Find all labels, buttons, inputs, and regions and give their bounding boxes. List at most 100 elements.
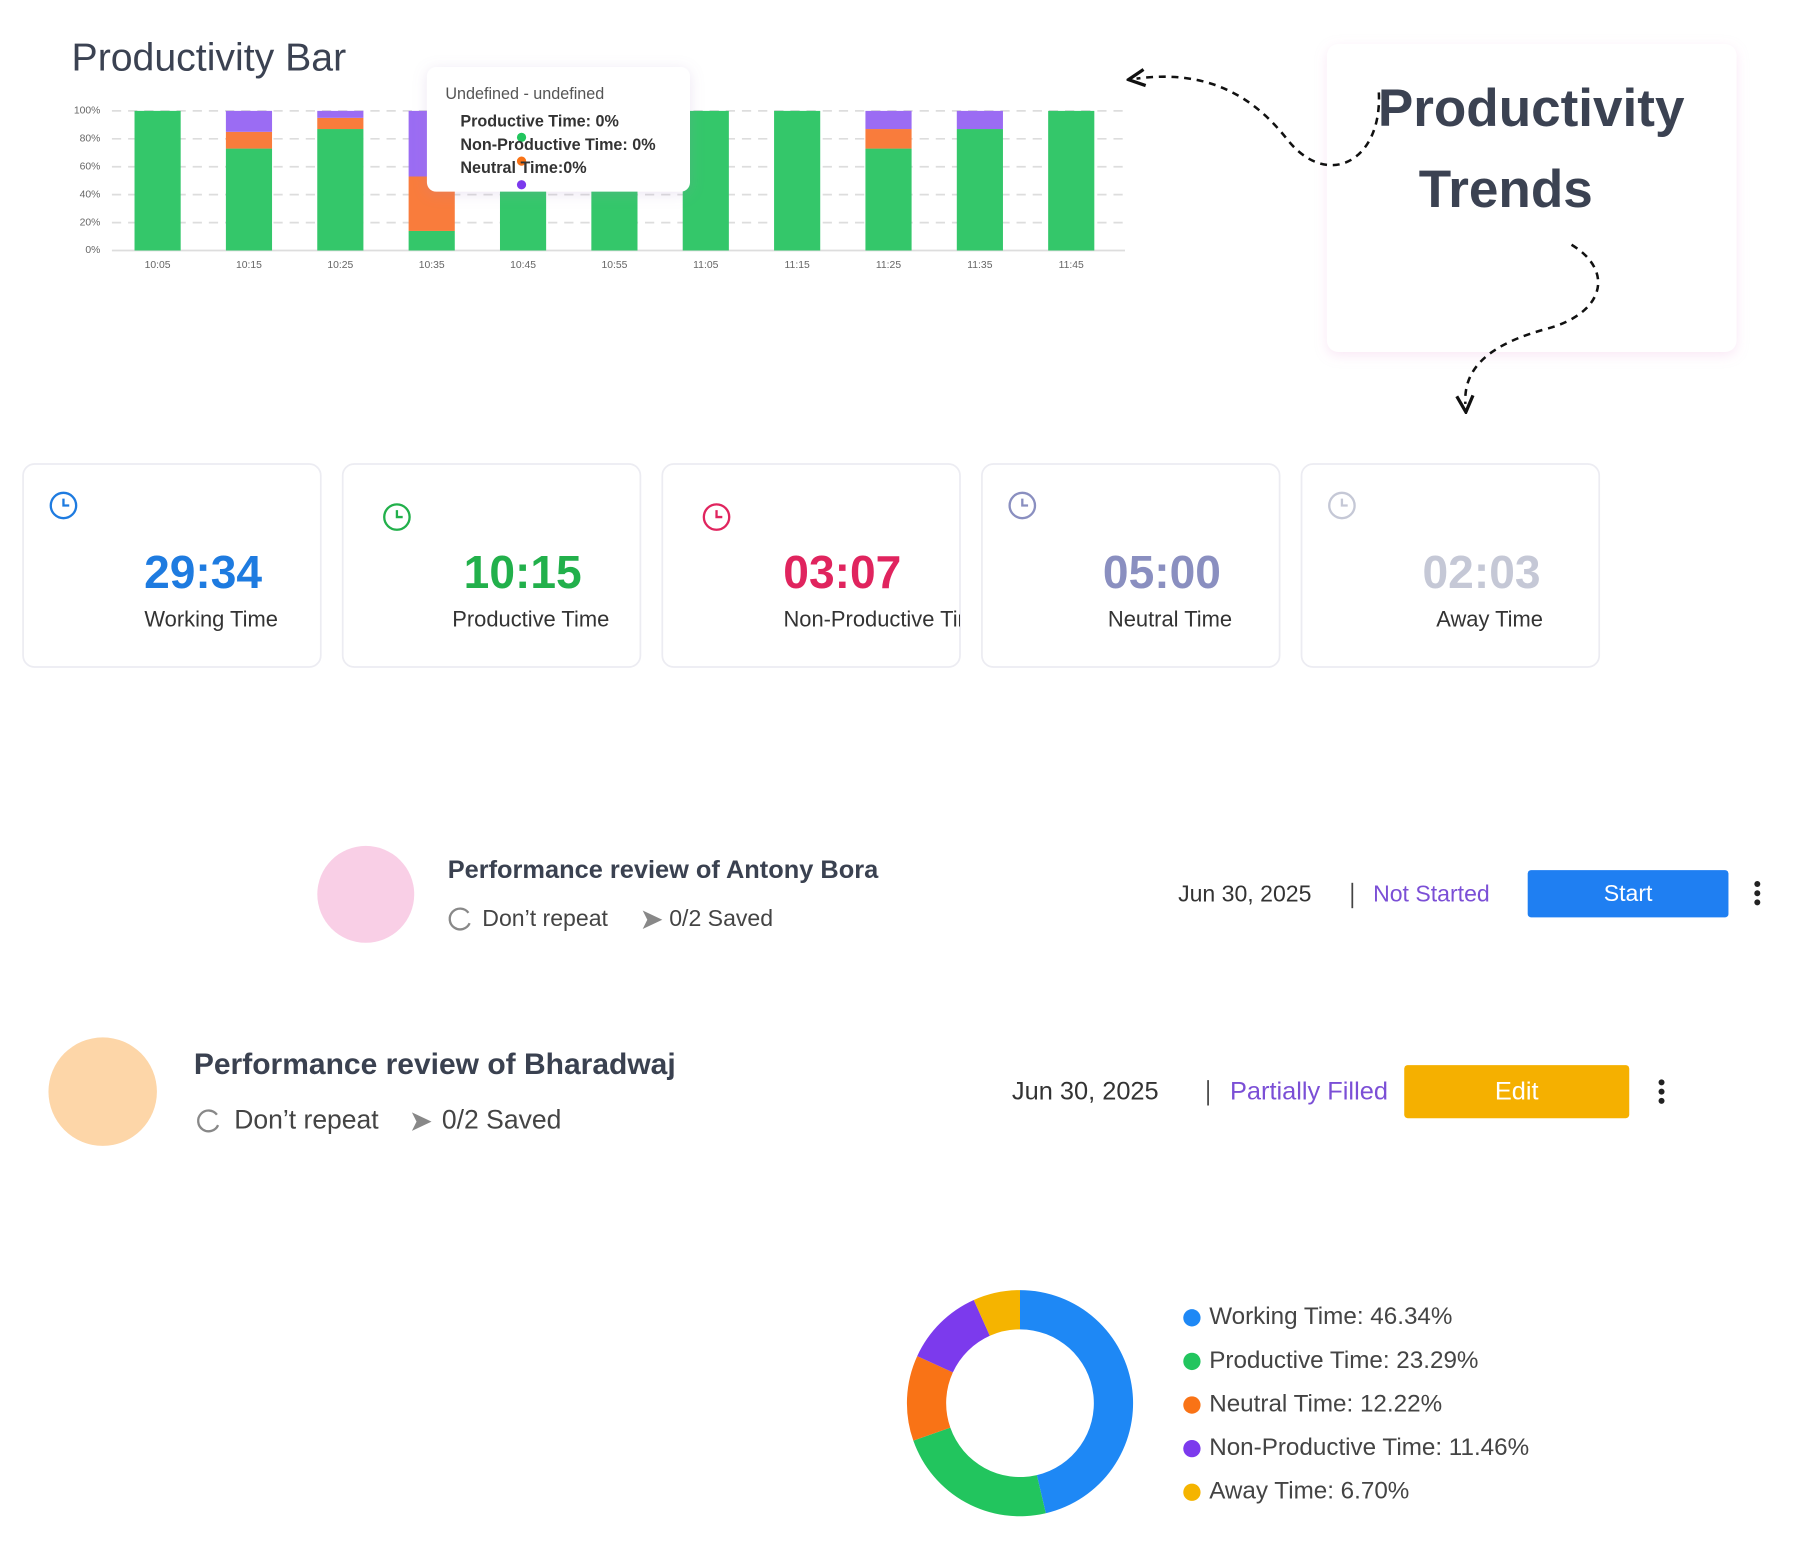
avatar [317, 845, 415, 943]
stat-icon [62, 498, 70, 507]
menu-dot [1754, 880, 1761, 887]
repeat-icon [197, 1109, 220, 1133]
menu-dot [1658, 1097, 1665, 1104]
legend-label: Working Time: 46.34% [1209, 1303, 1452, 1330]
tooltip-line: Productive Time: 0% [460, 113, 618, 131]
annotation-text: Trends [1419, 160, 1593, 219]
menu-dot [1754, 890, 1761, 897]
legend-marker [1183, 1396, 1201, 1414]
stat-value: 29:34 [144, 546, 262, 598]
x-tick-label: 10:45 [510, 260, 536, 271]
stat-value: 02:03 [1423, 546, 1541, 598]
bar-segment [956, 129, 1003, 251]
card-bg [22, 463, 322, 668]
stat-text: 29:34 Working Time [144, 546, 278, 632]
bar-segment [865, 148, 912, 251]
stat-icon [49, 491, 78, 520]
send-icon [642, 910, 663, 929]
stat-card: 02:03 Away Time [1300, 463, 1601, 668]
card-bg [661, 463, 961, 668]
donut-segment [973, 1290, 1020, 1336]
donut-segment [913, 1427, 1046, 1517]
x-tick-label: 10:05 [145, 260, 171, 271]
action-button[interactable]: Start [1527, 870, 1729, 918]
legend-marker [1183, 1352, 1201, 1371]
send-icon [411, 1112, 432, 1131]
stat-icon [1340, 498, 1348, 507]
stat-card: 10:15 Productive Time [341, 463, 642, 668]
donut-segment [906, 1356, 953, 1441]
repeat-text: Don’t repeat [482, 905, 608, 931]
donut-segment [1020, 1290, 1134, 1514]
stat-card: 03:07 Non-Productive Time [661, 463, 988, 668]
bar-segment [1048, 110, 1095, 251]
stat-text: 10:15 Productive Time [452, 546, 609, 632]
x-tick-label: 10:55 [601, 260, 627, 271]
legend-label: Productive Time: 23.29% [1209, 1347, 1478, 1374]
review-date: Jun 30, 2025 [1178, 881, 1311, 907]
button-label: Edit [1495, 1078, 1539, 1106]
stat-icon [1328, 491, 1356, 520]
stat-icon [395, 510, 403, 519]
stat-value: 05:00 [1103, 546, 1221, 598]
action-button[interactable]: Edit [1404, 1065, 1630, 1119]
review-status: Partially Filled [1230, 1078, 1388, 1106]
stat-value: 03:07 [783, 546, 901, 598]
legend-marker [1183, 1483, 1201, 1501]
stat-label: Productive Time [452, 607, 609, 632]
x-tick-label: 10:35 [419, 260, 445, 271]
bar-segment [408, 230, 455, 251]
tooltip: Undefined - undefined Productive Time: 0%… [426, 67, 690, 192]
stats: 29:34 Working Time 10:15 Productive Time 03:… [22, 463, 1601, 668]
review-row: Performance review of Bharadwaj Don’t rep… [48, 1037, 1665, 1146]
y-tick-label: 60% [80, 161, 101, 172]
menu-dot [1658, 1079, 1665, 1086]
tooltip-dot [516, 156, 527, 166]
y-tick-label: 20% [80, 217, 101, 228]
x-tick-label: 11:05 [693, 260, 718, 271]
stat-label: Neutral Time [1108, 607, 1232, 632]
review-date: Jun 30, 2025 [1012, 1078, 1159, 1106]
button-label: Start [1604, 880, 1653, 906]
tooltip-line: Neutral Time:0% [460, 159, 586, 177]
annotation-card [1326, 43, 1737, 353]
legend-label: Neutral Time: 12.22% [1209, 1390, 1442, 1417]
menu-button[interactable] [1658, 1079, 1665, 1104]
stat-label: Working Time [144, 607, 278, 632]
stat-icon [1021, 498, 1029, 507]
stat-text: 05:00 Neutral Time [1103, 546, 1232, 632]
tooltip-line: Non-Productive Time: 0% [460, 136, 655, 154]
y-tick-label: 100% [74, 106, 101, 117]
annotation-text: Productivity [1378, 79, 1685, 138]
repeat-icon [448, 907, 471, 931]
bar-segment [225, 148, 273, 251]
x-tick-label: 11:35 [967, 260, 992, 271]
menu-dot [1658, 1088, 1665, 1095]
avatar [48, 1037, 157, 1146]
tooltip-dot [516, 180, 527, 190]
menu-button[interactable] [1754, 880, 1761, 906]
stat-text: 03:07 Non-Productive Time [783, 546, 988, 632]
stat-label: Non-Productive Time [783, 607, 988, 632]
chart-title: Productivity Bar [72, 35, 347, 79]
stat-card: 29:34 Working Time [22, 463, 322, 668]
bar-segment [225, 131, 273, 149]
y-tick-label: 40% [80, 189, 101, 200]
saved-text: 0/2 Saved [442, 1105, 561, 1135]
x-tick-label: 10:15 [236, 260, 262, 271]
bar-segment [682, 110, 729, 251]
button-bg [1527, 870, 1729, 918]
bar-segment [317, 110, 364, 118]
saved-text: 0/2 Saved [669, 905, 773, 931]
stat-label: Away Time [1436, 607, 1543, 632]
legend-label: Away Time: 6.70% [1209, 1478, 1409, 1505]
x-tick-label: 11:25 [876, 260, 901, 271]
review-title: Performance review of Antony Bora [448, 856, 879, 884]
menu-dot [1754, 899, 1761, 906]
review-title: Performance review of Bharadwaj [194, 1048, 676, 1081]
legend-label: Non-Productive Time: 11.46% [1209, 1434, 1529, 1461]
tooltip-box [426, 67, 690, 192]
review-status: Not Started [1373, 881, 1490, 907]
